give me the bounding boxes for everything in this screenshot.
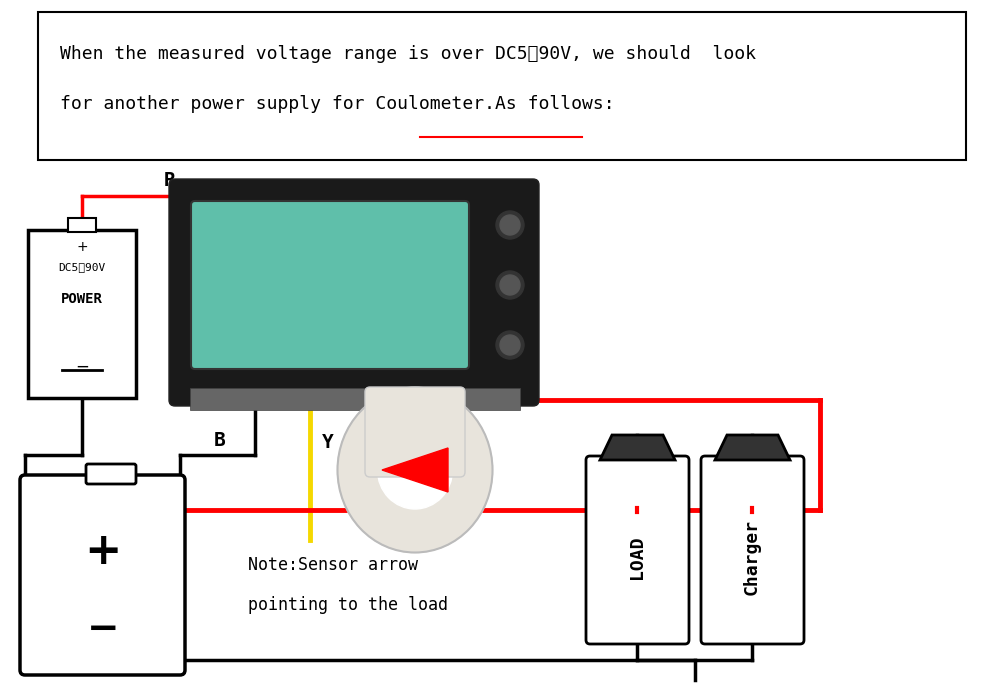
Text: +: + [84, 530, 122, 573]
Text: +: + [76, 240, 88, 254]
Text: DC5～90V: DC5～90V [58, 262, 106, 272]
Ellipse shape [338, 387, 492, 552]
Text: B: B [214, 431, 226, 450]
Text: pointing to the load: pointing to the load [248, 596, 448, 614]
FancyBboxPatch shape [28, 230, 136, 398]
FancyBboxPatch shape [68, 218, 96, 232]
Polygon shape [715, 435, 790, 460]
Circle shape [500, 215, 520, 235]
Text: −: − [87, 610, 119, 648]
FancyBboxPatch shape [169, 179, 539, 406]
Text: Y: Y [322, 433, 334, 452]
FancyBboxPatch shape [701, 456, 804, 644]
Text: R: R [164, 171, 176, 190]
Polygon shape [600, 435, 675, 460]
Text: When the measured voltage range is over DC5～90V, we should  look: When the measured voltage range is over … [60, 45, 756, 63]
Circle shape [500, 275, 520, 295]
Text: Charger: Charger [743, 519, 761, 595]
Circle shape [496, 211, 524, 239]
Circle shape [496, 271, 524, 299]
FancyBboxPatch shape [38, 12, 966, 160]
FancyBboxPatch shape [20, 475, 185, 675]
Text: −: − [75, 358, 89, 376]
Text: POWER: POWER [61, 292, 103, 306]
Text: for another power supply for Coulometer.As follows:: for another power supply for Coulometer.… [60, 95, 615, 113]
Polygon shape [382, 448, 448, 492]
Ellipse shape [378, 431, 452, 509]
FancyBboxPatch shape [190, 388, 520, 410]
Text: LOAD: LOAD [628, 535, 646, 579]
FancyBboxPatch shape [86, 464, 136, 484]
Circle shape [500, 335, 520, 355]
FancyBboxPatch shape [586, 456, 689, 644]
FancyBboxPatch shape [365, 387, 465, 477]
Circle shape [496, 331, 524, 359]
Text: Note:Sensor arrow: Note:Sensor arrow [248, 556, 418, 574]
FancyBboxPatch shape [191, 201, 469, 369]
